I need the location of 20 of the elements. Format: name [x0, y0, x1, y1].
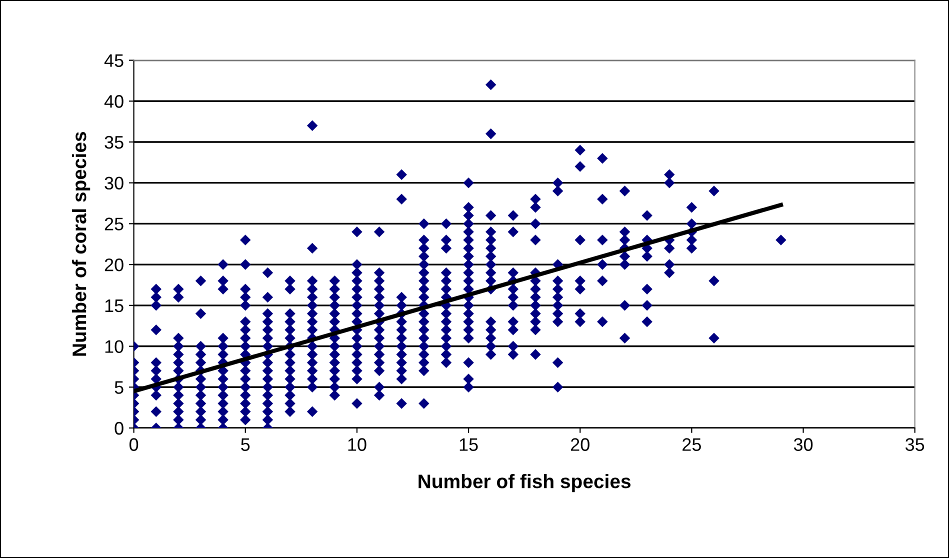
x-tick-label: 15	[460, 438, 478, 451]
y-axis-title: Number of coral species	[72, 132, 90, 356]
x-axis-title: Number of fish species	[418, 474, 631, 492]
x-tick-label: 35	[905, 438, 924, 451]
y-tick-label: 0	[114, 422, 124, 435]
x-tick-label: 20	[570, 438, 590, 451]
y-tick-label: 40	[104, 95, 124, 108]
x-tick-label: 0	[129, 438, 138, 451]
y-tick-label: 35	[104, 136, 124, 149]
y-tick-label: 45	[104, 54, 124, 67]
x-tick-label: 5	[241, 438, 250, 451]
x-tick-label: 10	[348, 438, 366, 451]
y-tick-label: 10	[105, 340, 124, 353]
y-tick-label: 5	[114, 381, 124, 394]
x-tick-label: 30	[794, 438, 813, 451]
x-tick-label: 25	[682, 438, 701, 451]
y-tick-label: 20	[104, 258, 124, 272]
y-tick-label: 15	[105, 300, 124, 312]
y-tick-label: 30	[104, 176, 124, 190]
y-tick-label: 25	[104, 218, 124, 230]
